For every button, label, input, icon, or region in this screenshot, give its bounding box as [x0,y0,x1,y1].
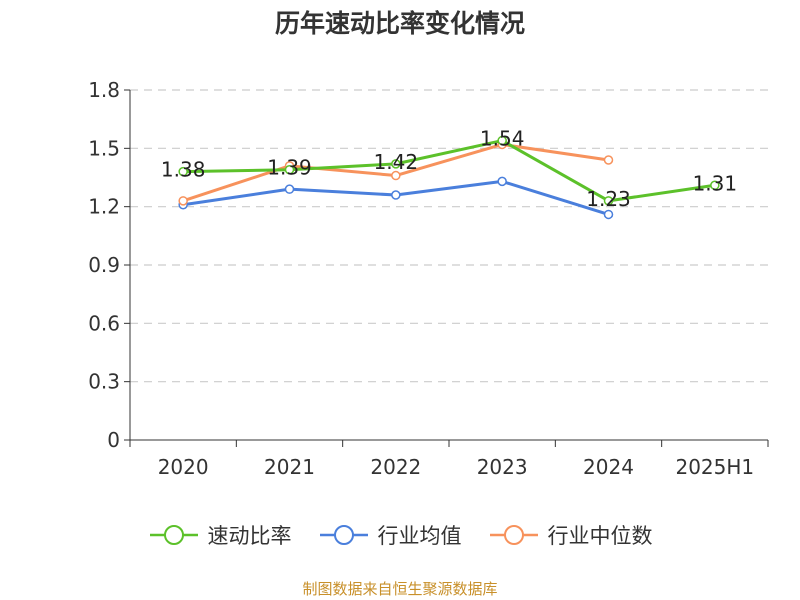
legend-swatch [489,525,538,545]
data-label: 1.54 [480,127,525,151]
data-label: 1.31 [693,171,738,195]
data-point [603,196,614,206]
x-tick-label: 2023 [477,455,528,479]
legend-item[interactable]: 行业均值 [318,520,462,550]
legend-swatch [319,525,368,545]
x-tick-label: 2025H1 [675,455,754,479]
data-point [391,159,401,169]
data-point [391,190,401,200]
legend: 速动比率 行业均值 行业中位数 [0,520,800,550]
legend-marker [333,525,354,545]
legend-item[interactable]: 行业中位数 [488,520,653,550]
x-tick-label: 2020 [158,455,209,479]
y-tick-label: 1.5 [88,136,120,160]
source-note: 制图数据来自恒生聚源数据库 [302,580,498,598]
axes: 0 0.3 0.6 0.9 1.2 1.5 1.8 2020 2021 2022 2023 2024 2… [88,78,769,479]
x-tick-label: 2022 [370,455,421,479]
legend-label: 速动比率 [207,524,292,548]
legend-item[interactable]: 速动比率 [148,520,292,550]
data-labels: 1.38 1.39 1.42 1.54 1.23 1.31 [161,127,737,211]
data-point [603,155,614,165]
data-point [497,135,507,146]
x-tick-label: 2024 [583,455,634,479]
data-label: 1.39 [267,156,312,180]
data-label: 1.38 [161,158,206,182]
data-point [710,180,720,191]
legend-swatch [149,525,198,545]
chart-title: 历年速动比率变化情况 [274,9,525,38]
y-tick-label: 0.3 [88,370,120,394]
x-tick-label: 2021 [264,455,315,479]
y-tick-label: 0.9 [88,253,120,277]
series-lines [178,135,720,220]
data-point [178,166,188,177]
data-point [284,184,295,194]
data-point [497,176,507,187]
data-label: 1.23 [586,187,631,211]
data-point [178,196,188,206]
data-point [603,209,614,220]
y-tick-label: 0.6 [88,311,120,335]
legend-label: 行业均值 [377,524,462,548]
data-label: 1.42 [374,150,419,174]
legend-marker [163,525,184,545]
data-point [284,164,295,175]
y-tick-label: 0 [107,428,120,452]
y-tick-label: 1.8 [88,78,120,102]
legend-label: 行业中位数 [547,524,653,548]
grid-lines [130,89,768,383]
series-line-0 [183,139,716,203]
data-point [391,170,401,181]
legend-marker [503,525,524,545]
y-tick-label: 1.2 [88,195,120,219]
